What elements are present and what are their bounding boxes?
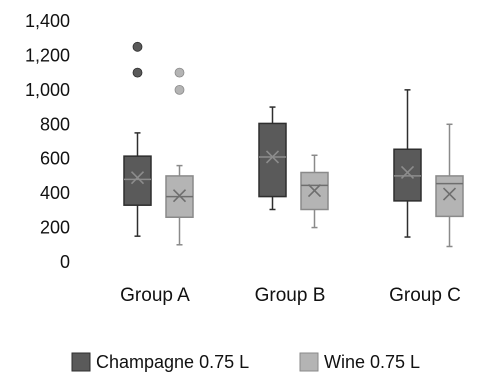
box-iqr	[258, 122, 287, 198]
box-champagne-2	[258, 106, 287, 211]
legend-item: Champagne 0.75 L	[71, 352, 249, 372]
y-tick-label: 800	[40, 114, 70, 134]
box-wine-1	[165, 67, 194, 246]
legend-swatch	[299, 352, 319, 372]
y-axis: 0 200 400 600 800 1,000 1,200 1,400	[25, 11, 70, 272]
mean-marker	[400, 165, 415, 180]
legend-label: Wine 0.75 L	[324, 352, 420, 372]
legend: Champagne 0.75 L Wine 0.75 L	[71, 352, 420, 372]
legend-swatch	[71, 352, 91, 372]
y-tick-label: 200	[40, 218, 70, 238]
box-wine-3	[435, 123, 464, 248]
y-tick-label: 400	[40, 183, 70, 203]
box-iqr	[435, 175, 464, 218]
box-iqr	[123, 155, 152, 206]
box-champagne-3	[393, 89, 422, 238]
mean-marker	[442, 187, 457, 201]
legend-label: Champagne 0.75 L	[96, 352, 249, 372]
outlier-point	[132, 67, 143, 78]
plot-area	[123, 41, 464, 248]
x-category-label: Group A	[120, 285, 190, 306]
y-tick-label: 0	[60, 252, 70, 272]
x-axis: Group A Group B Group C	[120, 285, 461, 306]
box-iqr	[393, 148, 422, 202]
mean-marker	[265, 150, 280, 164]
y-tick-label: 1,200	[25, 45, 70, 65]
outlier-point	[132, 41, 143, 52]
x-category-label: Group B	[255, 285, 326, 306]
y-tick-label: 1,400	[25, 11, 70, 31]
outlier-point	[174, 84, 185, 95]
box-wine-2	[300, 154, 329, 229]
y-tick-label: 600	[40, 149, 70, 169]
outlier-point	[174, 67, 185, 78]
legend-item: Wine 0.75 L	[299, 352, 420, 372]
y-tick-label: 1,000	[25, 80, 70, 100]
box-champagne-1	[123, 41, 152, 237]
mean-marker	[307, 183, 322, 198]
mean-marker	[172, 189, 187, 203]
mean-marker	[130, 171, 145, 185]
x-category-label: Group C	[389, 285, 461, 306]
